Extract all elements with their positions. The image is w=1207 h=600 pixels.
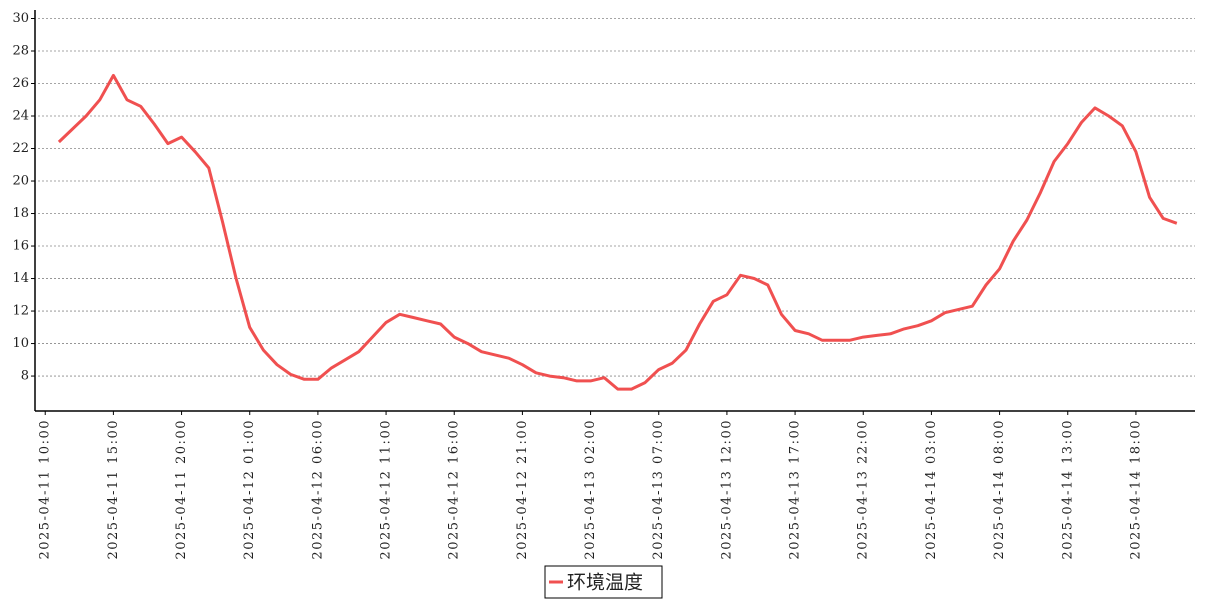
y-tick-label: 30 (12, 11, 29, 26)
x-tick-label: 2025-04-13 22:00 (856, 419, 871, 560)
x-tick-label: 2025-04-14 08:00 (992, 419, 1007, 560)
y-tick-label: 20 (12, 174, 29, 189)
y-tick-label: 24 (12, 109, 29, 124)
y-tick-label: 28 (12, 44, 29, 59)
x-tick-label: 2025-04-14 18:00 (1128, 419, 1143, 560)
data-line (57, 73, 1178, 391)
y-tick-label: 16 (12, 239, 29, 254)
x-tick-label: 2025-04-11 15:00 (106, 419, 121, 560)
x-tick-label: 2025-04-14 13:00 (1060, 419, 1075, 560)
x-tick-label: 2025-04-12 21:00 (515, 419, 530, 560)
y-tick-label: 22 (12, 141, 29, 156)
y-tick-label: 14 (12, 271, 29, 286)
x-tick-label: 2025-04-13 12:00 (719, 419, 734, 560)
legend-label: 环境温度 (567, 572, 643, 594)
y-tick-label: 8 (21, 369, 29, 384)
x-tick-label: 2025-04-11 10:00 (38, 419, 53, 560)
legend: 环境温度 (544, 565, 663, 599)
x-tick-label: 2025-04-12 01:00 (242, 419, 257, 560)
x-tick-label: 2025-04-12 16:00 (447, 419, 462, 560)
x-tick-label: 2025-04-13 07:00 (651, 419, 666, 560)
y-tick-label: 18 (12, 206, 29, 221)
legend-box (544, 565, 663, 599)
x-tick-label: 2025-04-12 11:00 (379, 419, 394, 560)
x-tick-label: 2025-04-14 03:00 (924, 419, 939, 560)
y-tick-label: 26 (12, 76, 29, 91)
x-tick-label: 2025-04-13 17:00 (788, 419, 803, 560)
y-tick-label: 10 (12, 336, 29, 351)
x-tick-label: 2025-04-13 02:00 (583, 419, 598, 560)
y-tick-label: 12 (12, 304, 29, 319)
x-tick-label: 2025-04-12 06:00 (310, 419, 325, 560)
x-tick-label: 2025-04-11 20:00 (174, 419, 189, 560)
